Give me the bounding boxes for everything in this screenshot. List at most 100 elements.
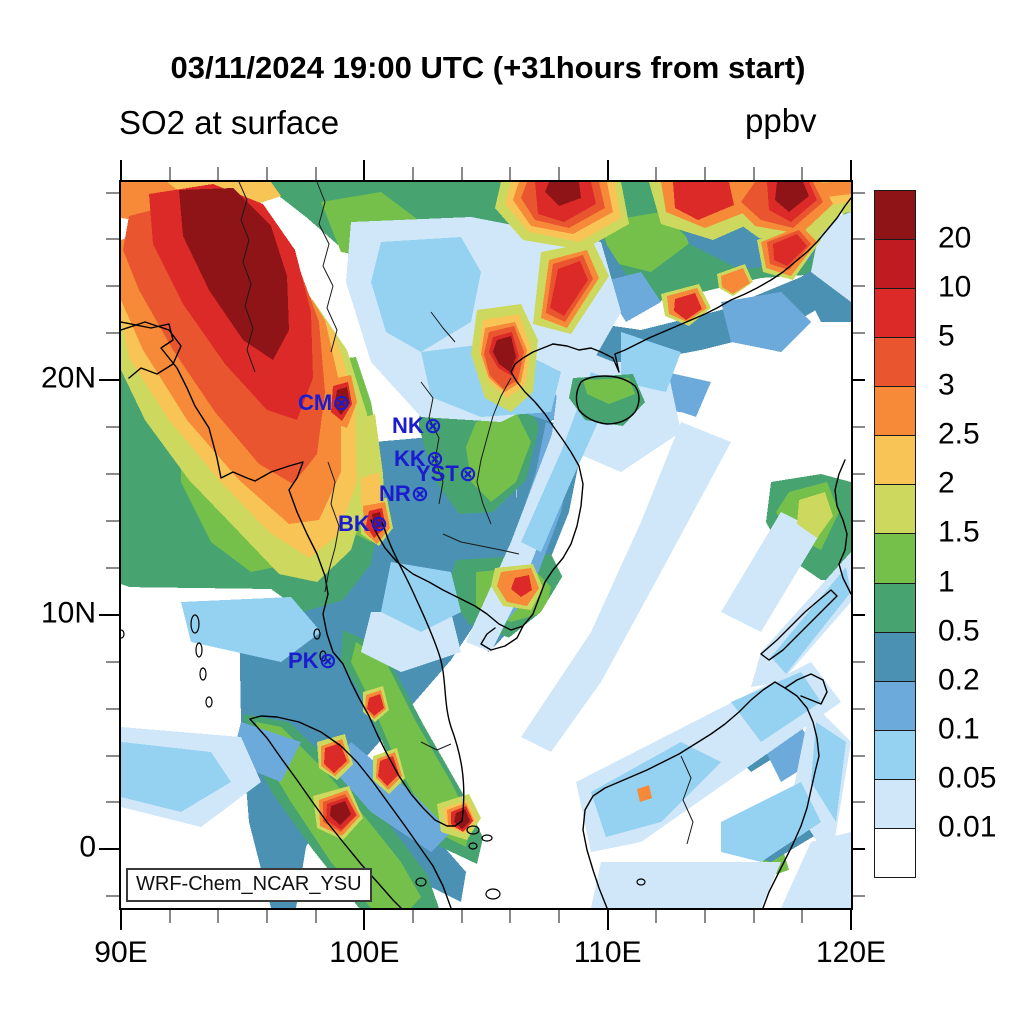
colorbar-cell [874,729,916,780]
minor-tick [168,910,171,923]
minor-tick [509,910,512,923]
colorbar-cell [874,631,916,682]
minor-tick [853,707,865,710]
colorbar [874,190,916,878]
map-plot-area: CM⊗ NK⊗ KK⊗ YST⊗ NR⊗ BK⊗ PK⊗ WRF-Chem_NCAR_YSU [119,180,853,910]
station-marker-icon: ⊗ [369,511,389,536]
colorbar-cell [874,582,916,633]
minor-tick [460,167,463,180]
major-tick [363,910,366,930]
major-tick [99,379,119,382]
x-tick-label: 100E [329,936,400,969]
station-label-bk: BK⊗ [338,511,389,536]
colorbar-cell [874,435,916,486]
minor-tick [412,167,414,180]
colorbar-cell [874,337,916,388]
minor-tick [853,895,865,898]
minor-tick [217,167,220,180]
colorbar-level-label: 0.1 [938,712,980,746]
minor-tick [314,910,317,923]
colorbar-cell [874,386,916,437]
minor-tick [655,167,658,180]
station-marker-icon: ⊗ [332,390,351,415]
minor-tick [509,167,512,180]
figure-title: 03/11/2024 19:00 UTC (+31hours from star… [170,50,806,85]
model-config-label: WRF-Chem_NCAR_YSU [126,868,372,902]
minor-tick [106,754,119,757]
colorbar-cell [874,288,916,339]
minor-tick [106,519,119,522]
minor-tick [704,167,706,180]
colorbar-level-label: 0.5 [938,613,980,647]
minor-tick [801,167,804,180]
minor-tick [412,910,414,923]
minor-tick [460,910,463,923]
major-tick [120,160,122,180]
colorbar-level-label: 3 [938,368,955,402]
minor-tick [314,167,317,180]
minor-tick [106,426,119,429]
colorbar-cell [874,680,916,731]
station-label-cm: CM⊗ [298,390,351,415]
minor-tick [704,910,706,923]
minor-tick [217,910,220,923]
colorbar-cell [874,239,916,290]
station-marker-icon: ⊗ [458,461,478,486]
minor-tick [853,566,865,569]
minor-tick [853,238,865,241]
major-tick [606,910,609,930]
y-tick-label: 0 [79,830,96,864]
major-tick [99,613,119,616]
station-label-pk: PK⊗ [288,648,337,673]
minor-tick [106,895,119,898]
minor-tick [106,660,119,663]
minor-tick [558,167,560,180]
variable-title: SO2 at surface [119,104,340,141]
colorbar-level-label: 1 [938,564,955,598]
colorbar-level-label: 1.5 [938,515,980,549]
minor-tick [853,754,865,757]
station-label-nk: NK⊗ [392,413,443,438]
colorbar-cell [874,533,916,584]
colorbar-cell [874,190,916,241]
y-tick-label: 20N [40,361,96,395]
major-tick [606,160,609,180]
minor-tick [853,332,865,335]
minor-tick [106,473,119,476]
minor-tick [853,473,865,476]
colorbar-cell [874,484,916,535]
minor-tick [106,285,119,288]
minor-tick [853,660,865,663]
y-tick-label: 10N [40,596,96,630]
minor-tick [853,519,865,522]
colorbar-level-label: 5 [938,319,955,353]
colorbar-level-label: 2.5 [938,417,980,451]
station-marker-icon: ⊗ [410,481,430,506]
minor-tick [106,238,119,241]
x-tick-label: 110E [573,936,642,969]
minor-tick [168,167,171,180]
x-tick-label: 90E [94,936,148,969]
minor-tick [106,707,119,710]
minor-tick [853,191,865,194]
major-tick [853,379,865,382]
minor-tick [853,426,865,429]
station-marker-icon: ⊗ [425,446,445,471]
x-tick-label: 120E [815,936,887,969]
major-tick [120,910,122,930]
colorbar-level-label: 0.2 [938,663,980,697]
minor-tick [853,801,865,804]
major-tick [99,848,119,851]
major-tick [853,613,865,616]
major-tick [853,848,865,851]
colorbar-level-label: 0.05 [938,761,997,795]
minor-tick [266,167,268,180]
major-tick [850,160,852,180]
station-marker-icon: ⊗ [318,648,337,673]
units-label: ppbv [745,102,817,139]
colorbar-cell [874,778,916,829]
major-tick [850,910,852,930]
colorbar-level-label: 20 [938,221,972,255]
minor-tick [106,566,119,569]
